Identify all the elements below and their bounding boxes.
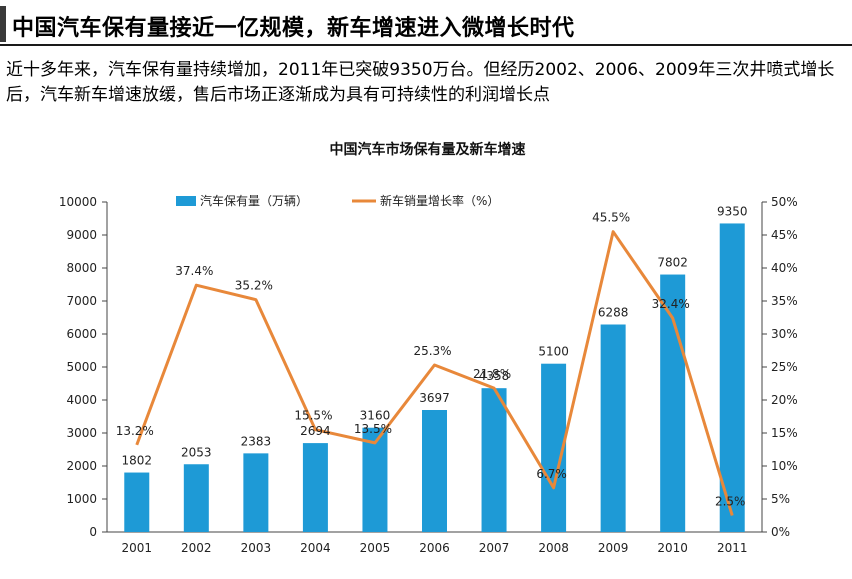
y-right-tick-label: 0% (771, 525, 790, 539)
y-left-tick-label: 1000 (66, 492, 97, 506)
bar-value-label: 3160 (360, 409, 391, 423)
line-value-label: 45.5% (592, 211, 630, 225)
y-left-tick-label: 4000 (66, 393, 97, 407)
slide-header: 中国汽车保有量接近一亿规模，新车增速进入微增长时代 (0, 0, 852, 44)
x-tick-label: 2002 (181, 541, 212, 555)
y-left-tick-label: 0 (89, 525, 97, 539)
bar-value-label: 9350 (717, 204, 748, 218)
line-value-label: 25.3% (413, 344, 451, 358)
line-value-label: 13.2% (116, 424, 154, 438)
y-right-tick-label: 25% (771, 360, 798, 374)
y-left-tick-label: 3000 (66, 426, 97, 440)
bar-value-label: 6288 (598, 305, 629, 319)
y-right-tick-label: 45% (771, 228, 798, 242)
bar-value-label: 4358 (479, 369, 510, 383)
chart-title: 中国汽车市场保有量及新车增速 (330, 141, 526, 158)
x-tick-label: 2005 (360, 541, 391, 555)
bar (600, 324, 626, 532)
x-tick-label: 2004 (300, 541, 331, 555)
chart-container: 中国汽车市场保有量及新车增速汽车保有量（万辆） 新车销量增长率（%） 0 1000 20… (0, 130, 852, 575)
legend-swatch-bar (176, 196, 196, 206)
header-divider (0, 44, 852, 46)
y-right-tick-label: 20% (771, 393, 798, 407)
bar (660, 274, 686, 532)
x-tick-label: 2009 (598, 541, 629, 555)
bar (362, 427, 388, 532)
y-left-tick-label: 5000 (66, 360, 97, 374)
bar-value-label: 1802 (121, 454, 152, 468)
x-tick-label: 2003 (241, 541, 272, 555)
y-left-tick-label: 10000 (59, 195, 97, 209)
y-left-tick-label: 6000 (66, 327, 97, 341)
line-value-label: 2.5% (715, 495, 746, 509)
line-value-label: 32.4% (652, 297, 690, 311)
y-right-tick-label: 5% (771, 492, 790, 506)
growth-rate-line (135, 230, 734, 516)
bar-value-label: 5100 (538, 345, 569, 359)
y-left-tick-label: 9000 (66, 228, 97, 242)
line-value-label: 6.7% (536, 467, 567, 481)
summary-text: 近十多年来，汽车保有量持续增加，2011年已突破9350万台。但经历2002、2… (6, 60, 835, 105)
legend-label-bar: 汽车保有量（万辆） (200, 193, 308, 208)
line-value-label: 21.8% (473, 367, 511, 381)
legend-label-line: 新车销量增长率（%） (380, 193, 499, 208)
bar (124, 472, 150, 532)
x-tick-label: 2007 (479, 541, 510, 555)
bar (719, 223, 745, 532)
bar (481, 388, 507, 532)
y-left-tick-label: 2000 (66, 459, 97, 473)
y-right-tick-label: 40% (771, 261, 798, 275)
x-tick-label: 2001 (121, 541, 152, 555)
line-value-label: 37.4% (175, 264, 213, 278)
y-right-tick-label: 50% (771, 195, 798, 209)
bar (422, 409, 447, 532)
bar-value-label: 2694 (300, 424, 331, 438)
y-right-tick-label: 35% (771, 294, 798, 308)
x-tick-label: 2011 (717, 541, 748, 555)
bar-value-label: 7802 (657, 256, 688, 270)
bar-value-label: 2383 (241, 434, 272, 448)
y-left-tick-label: 7000 (66, 294, 97, 308)
line-value-label: 15.5% (294, 409, 332, 423)
bar (302, 443, 328, 532)
x-tick-label: 2006 (419, 541, 450, 555)
bar-value-label: 3697 (419, 391, 450, 405)
y-left-tick-label: 8000 (66, 261, 97, 275)
bar (243, 453, 269, 532)
slide-headline: 中国汽车保有量接近一亿规模，新车增速进入微增长时代 (12, 16, 575, 41)
title-accent-bar (0, 6, 6, 42)
y-right-tick-label: 15% (771, 426, 798, 440)
y-right-tick-label: 10% (771, 459, 798, 473)
x-tick-label: 2008 (538, 541, 569, 555)
bar-value-label: 2053 (181, 445, 212, 459)
y-right-tick-label: 30% (771, 327, 798, 341)
x-tick-label: 2010 (657, 541, 688, 555)
bar (183, 464, 209, 532)
line-value-label: 13.5% (354, 422, 392, 436)
line-value-label: 35.2% (235, 279, 273, 293)
